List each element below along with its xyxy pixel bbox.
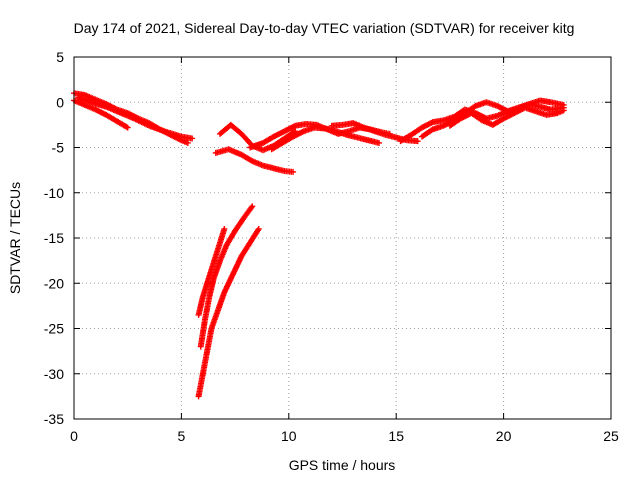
series-arc-12 bbox=[195, 225, 262, 400]
data-point bbox=[560, 107, 567, 114]
data-point bbox=[414, 138, 421, 145]
series-arc-11 bbox=[446, 104, 567, 129]
series-arc-4 bbox=[212, 146, 297, 175]
grid bbox=[74, 57, 611, 419]
y-tick-label: -10 bbox=[44, 185, 64, 201]
chart-title: Day 174 of 2021, Sidereal Day-to-day VTE… bbox=[74, 20, 575, 36]
y-tick-label: -25 bbox=[44, 321, 64, 337]
data-point bbox=[249, 203, 256, 210]
series-arc-3 bbox=[75, 94, 196, 142]
data-point bbox=[124, 124, 131, 131]
data-point bbox=[290, 168, 297, 175]
data-point bbox=[221, 225, 228, 232]
x-tick-label: 25 bbox=[603, 428, 619, 444]
x-tick-label: 5 bbox=[178, 428, 186, 444]
y-tick-label: -5 bbox=[52, 140, 65, 156]
data-point bbox=[189, 135, 196, 142]
y-tick-label: -20 bbox=[44, 275, 64, 291]
x-axis-label: GPS time / hours bbox=[289, 457, 396, 473]
data-point bbox=[376, 139, 383, 146]
data-point bbox=[255, 225, 262, 232]
y-tick-label: 0 bbox=[56, 94, 64, 110]
y-axis-ticks: 5 0 -5 -10 -15 -20 -25 -30 -35 bbox=[44, 49, 611, 427]
x-tick-label: 15 bbox=[388, 428, 404, 444]
series-arc-7 bbox=[268, 124, 383, 153]
y-tick-label: -30 bbox=[44, 366, 64, 382]
plot-frame bbox=[73, 56, 612, 420]
x-tick-label: 20 bbox=[496, 428, 512, 444]
series-arc-13 bbox=[197, 203, 256, 350]
data-point bbox=[184, 139, 191, 146]
y-tick-label: 5 bbox=[56, 49, 64, 65]
x-tick-label: 0 bbox=[70, 428, 78, 444]
data-point bbox=[560, 101, 567, 108]
x-axis-ticks: 0 5 10 15 20 25 bbox=[70, 57, 619, 444]
data-series bbox=[71, 90, 567, 400]
x-tick-label: 10 bbox=[281, 428, 297, 444]
y-tick-label: -35 bbox=[44, 411, 64, 427]
series-arc-14 bbox=[195, 225, 228, 318]
y-axis-label: SDTVAR / TECUs bbox=[7, 182, 23, 294]
y-tick-label: -15 bbox=[44, 230, 64, 246]
series-arc-10 bbox=[418, 97, 567, 140]
